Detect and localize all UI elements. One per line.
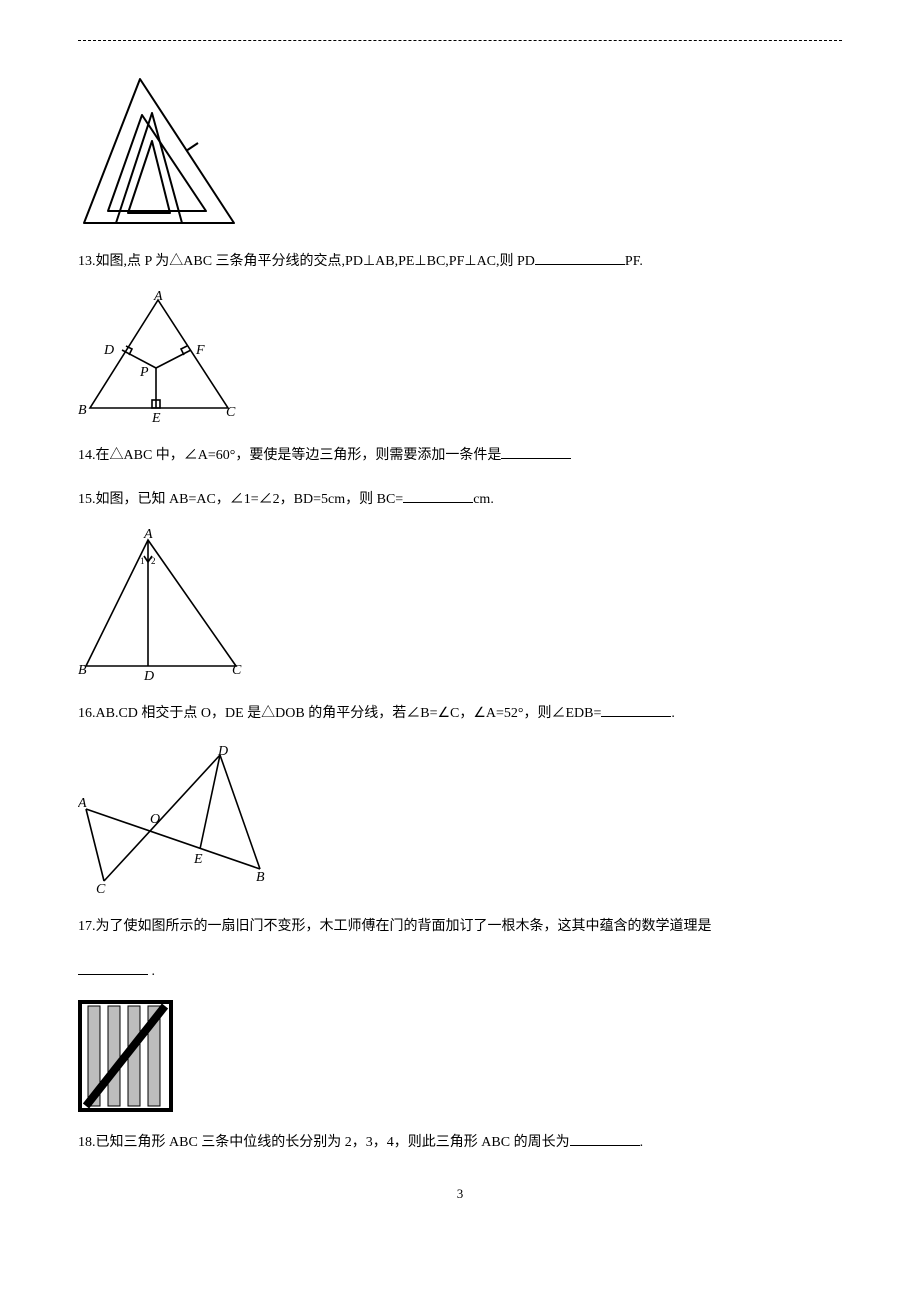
fig13-label-B: B	[78, 403, 87, 418]
q13-blank	[535, 250, 625, 265]
fig16-label-B: B	[256, 870, 265, 885]
question-17-blank-line: .	[78, 959, 842, 986]
q14-blank	[501, 444, 571, 459]
q16-blank	[601, 702, 671, 717]
set-squares-svg	[78, 71, 238, 231]
figure-15: A B C D 1 2	[78, 528, 842, 683]
q15-blank	[403, 488, 473, 503]
question-14: 14.在△ABC 中，∠A=60°，要使是等边三角形，则需要添加一条件是	[78, 443, 842, 470]
fig15-label-C: C	[232, 663, 242, 678]
figure-13: A B C D F E P	[78, 290, 842, 425]
fig15-label-D: D	[143, 669, 154, 683]
q17-text-pre: 17.为了使如图所示的一扇旧门不变形，木工师傅在门的背面加订了一根木条，这其中蕴…	[78, 919, 712, 934]
question-17: 17.为了使如图所示的一扇旧门不变形，木工师傅在门的背面加订了一根木条，这其中蕴…	[78, 914, 842, 941]
question-16: 16.AB.CD 相交于点 O，DE 是△DOB 的角平分线，若∠B=∠C，∠A…	[78, 701, 842, 728]
page-number: 3	[78, 1186, 842, 1202]
top-divider	[78, 40, 842, 41]
q18-text-pre: 18.已知三角形 ABC 三条中位线的长分别为 2，3，4，则此三角形 ABC …	[78, 1135, 570, 1150]
fig15-label-A: A	[143, 528, 153, 542]
fig16-label-A: A	[78, 796, 87, 811]
fig13-label-F: F	[195, 343, 205, 358]
q14-text-pre: 14.在△ABC 中，∠A=60°，要使是等边三角形，则需要添加一条件是	[78, 448, 501, 463]
q18-blank	[570, 1131, 640, 1146]
q16-text-pre: 16.AB.CD 相交于点 O，DE 是△DOB 的角平分线，若∠B=∠C，∠A…	[78, 706, 601, 721]
fig13-label-P: P	[139, 365, 149, 380]
figure-top	[78, 71, 842, 231]
q13-text-post: PF.	[625, 254, 643, 269]
fig16-label-D: D	[217, 744, 228, 759]
question-18: 18.已知三角形 ABC 三条中位线的长分别为 2，3，4，则此三角形 ABC …	[78, 1130, 842, 1157]
fig16-svg: A B C D E O	[78, 741, 273, 896]
fig15-label-1: 1	[140, 556, 145, 566]
q15-text-pre: 15.如图，已知 AB=AC，∠1=∠2，BD=5cm，则 BC=	[78, 492, 403, 507]
fig13-label-E: E	[151, 411, 161, 425]
question-13: 13.如图,点 P 为△ABC 三条角平分线的交点,PD⊥AB,PE⊥BC,PF…	[78, 249, 842, 276]
fig13-label-C: C	[226, 405, 236, 420]
fig13-label-A: A	[153, 290, 163, 304]
fig16-label-E: E	[193, 852, 203, 867]
q17-text-post: .	[148, 964, 155, 979]
q15-text-post: cm.	[473, 492, 494, 507]
q16-text-post: .	[671, 706, 675, 721]
figure-16: A B C D E O	[78, 741, 842, 896]
q17-blank	[78, 960, 148, 975]
question-15: 15.如图，已知 AB=AC，∠1=∠2，BD=5cm，则 BC= cm.	[78, 487, 842, 514]
fig16-label-C: C	[96, 882, 106, 896]
fig17-svg	[78, 1000, 173, 1112]
q18-text-post: .	[640, 1135, 644, 1150]
fig16-label-O: O	[150, 812, 160, 827]
fig15-label-2: 2	[151, 556, 156, 566]
q13-text-pre: 13.如图,点 P 为△ABC 三条角平分线的交点,PD⊥AB,PE⊥BC,PF…	[78, 254, 535, 269]
fig13-label-D: D	[103, 343, 114, 358]
figure-17	[78, 1000, 842, 1112]
fig15-svg: A B C D 1 2	[78, 528, 243, 683]
fig15-label-B: B	[78, 663, 87, 678]
fig13-svg: A B C D F E P	[78, 290, 238, 425]
